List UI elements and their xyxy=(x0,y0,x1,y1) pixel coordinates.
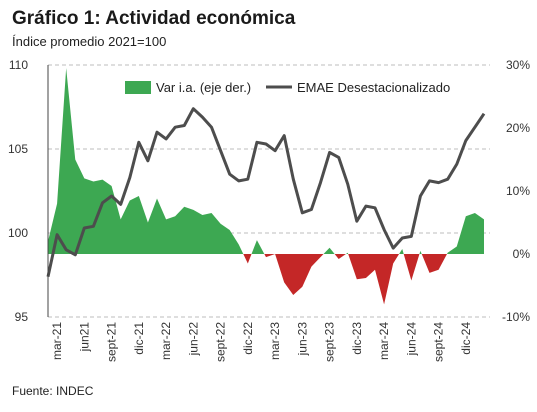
area-positive xyxy=(323,247,335,254)
right-tick-label: 20% xyxy=(506,121,530,135)
x-tick-label: jun-24 xyxy=(404,322,418,357)
area-positive xyxy=(446,213,484,254)
line-layer xyxy=(46,107,486,278)
left-tick-label: 95 xyxy=(15,310,29,324)
x-tick-label: dic-21 xyxy=(132,322,146,355)
x-tick-label: mar-22 xyxy=(159,322,173,360)
right-tick-label: -10% xyxy=(502,310,530,324)
right-tick-label: 10% xyxy=(506,184,530,198)
x-tick-label: dic-22 xyxy=(241,322,255,355)
area-negative xyxy=(421,254,447,273)
left-tick-label: 105 xyxy=(8,142,28,156)
x-tick-label: dic-24 xyxy=(459,322,473,355)
axis-layer: 95 100 105 110 -10% 0% 10% 20% 30% mar-21 jun21 sep… xyxy=(8,58,530,362)
area-negative xyxy=(264,254,324,295)
legend-label-var-ia: Var i.a. (eje der.) xyxy=(156,80,251,95)
source-note: Fuente: INDEC xyxy=(12,384,94,398)
x-tick-label: sept-24 xyxy=(432,322,446,362)
legend-swatch-var-ia xyxy=(125,81,151,94)
left-tick-label: 110 xyxy=(9,58,28,72)
x-tick-label: dic-23 xyxy=(350,322,364,355)
x-tick-label: mar-23 xyxy=(268,322,282,360)
legend-label-emae: EMAE Desestacionalizado xyxy=(297,80,450,95)
x-tick-label: mar-24 xyxy=(377,322,391,360)
x-tick-label: sept-23 xyxy=(323,322,337,362)
x-tick-label: sept-21 xyxy=(105,322,119,362)
x-tick-label: sept-22 xyxy=(214,322,228,362)
chart-subtitle: Índice promedio 2021=100 xyxy=(12,34,167,49)
x-tick-label: mar-21 xyxy=(50,322,64,360)
right-tick-label: 0% xyxy=(513,247,531,261)
chart-title: Gráfico 1: Actividad económica xyxy=(12,8,296,29)
area-negative xyxy=(243,254,252,264)
legend: Var i.a. (eje der.) EMAE Desestacionaliz… xyxy=(125,80,450,95)
area-negative xyxy=(348,254,400,305)
area-positive xyxy=(399,248,404,254)
area-positive xyxy=(345,252,349,254)
area-positive xyxy=(48,68,244,255)
x-tick-label: jun-22 xyxy=(186,322,200,357)
area-positive xyxy=(419,250,422,254)
x-tick-label: jun-23 xyxy=(295,322,309,357)
right-tick-label: 30% xyxy=(506,58,530,72)
area-positive xyxy=(251,240,265,254)
left-tick-label: 100 xyxy=(8,226,28,240)
emae-line xyxy=(46,107,486,278)
area-negative xyxy=(334,254,346,260)
x-tick-label: jun21 xyxy=(77,322,91,353)
area-layer xyxy=(48,68,484,305)
area-negative xyxy=(403,254,420,281)
